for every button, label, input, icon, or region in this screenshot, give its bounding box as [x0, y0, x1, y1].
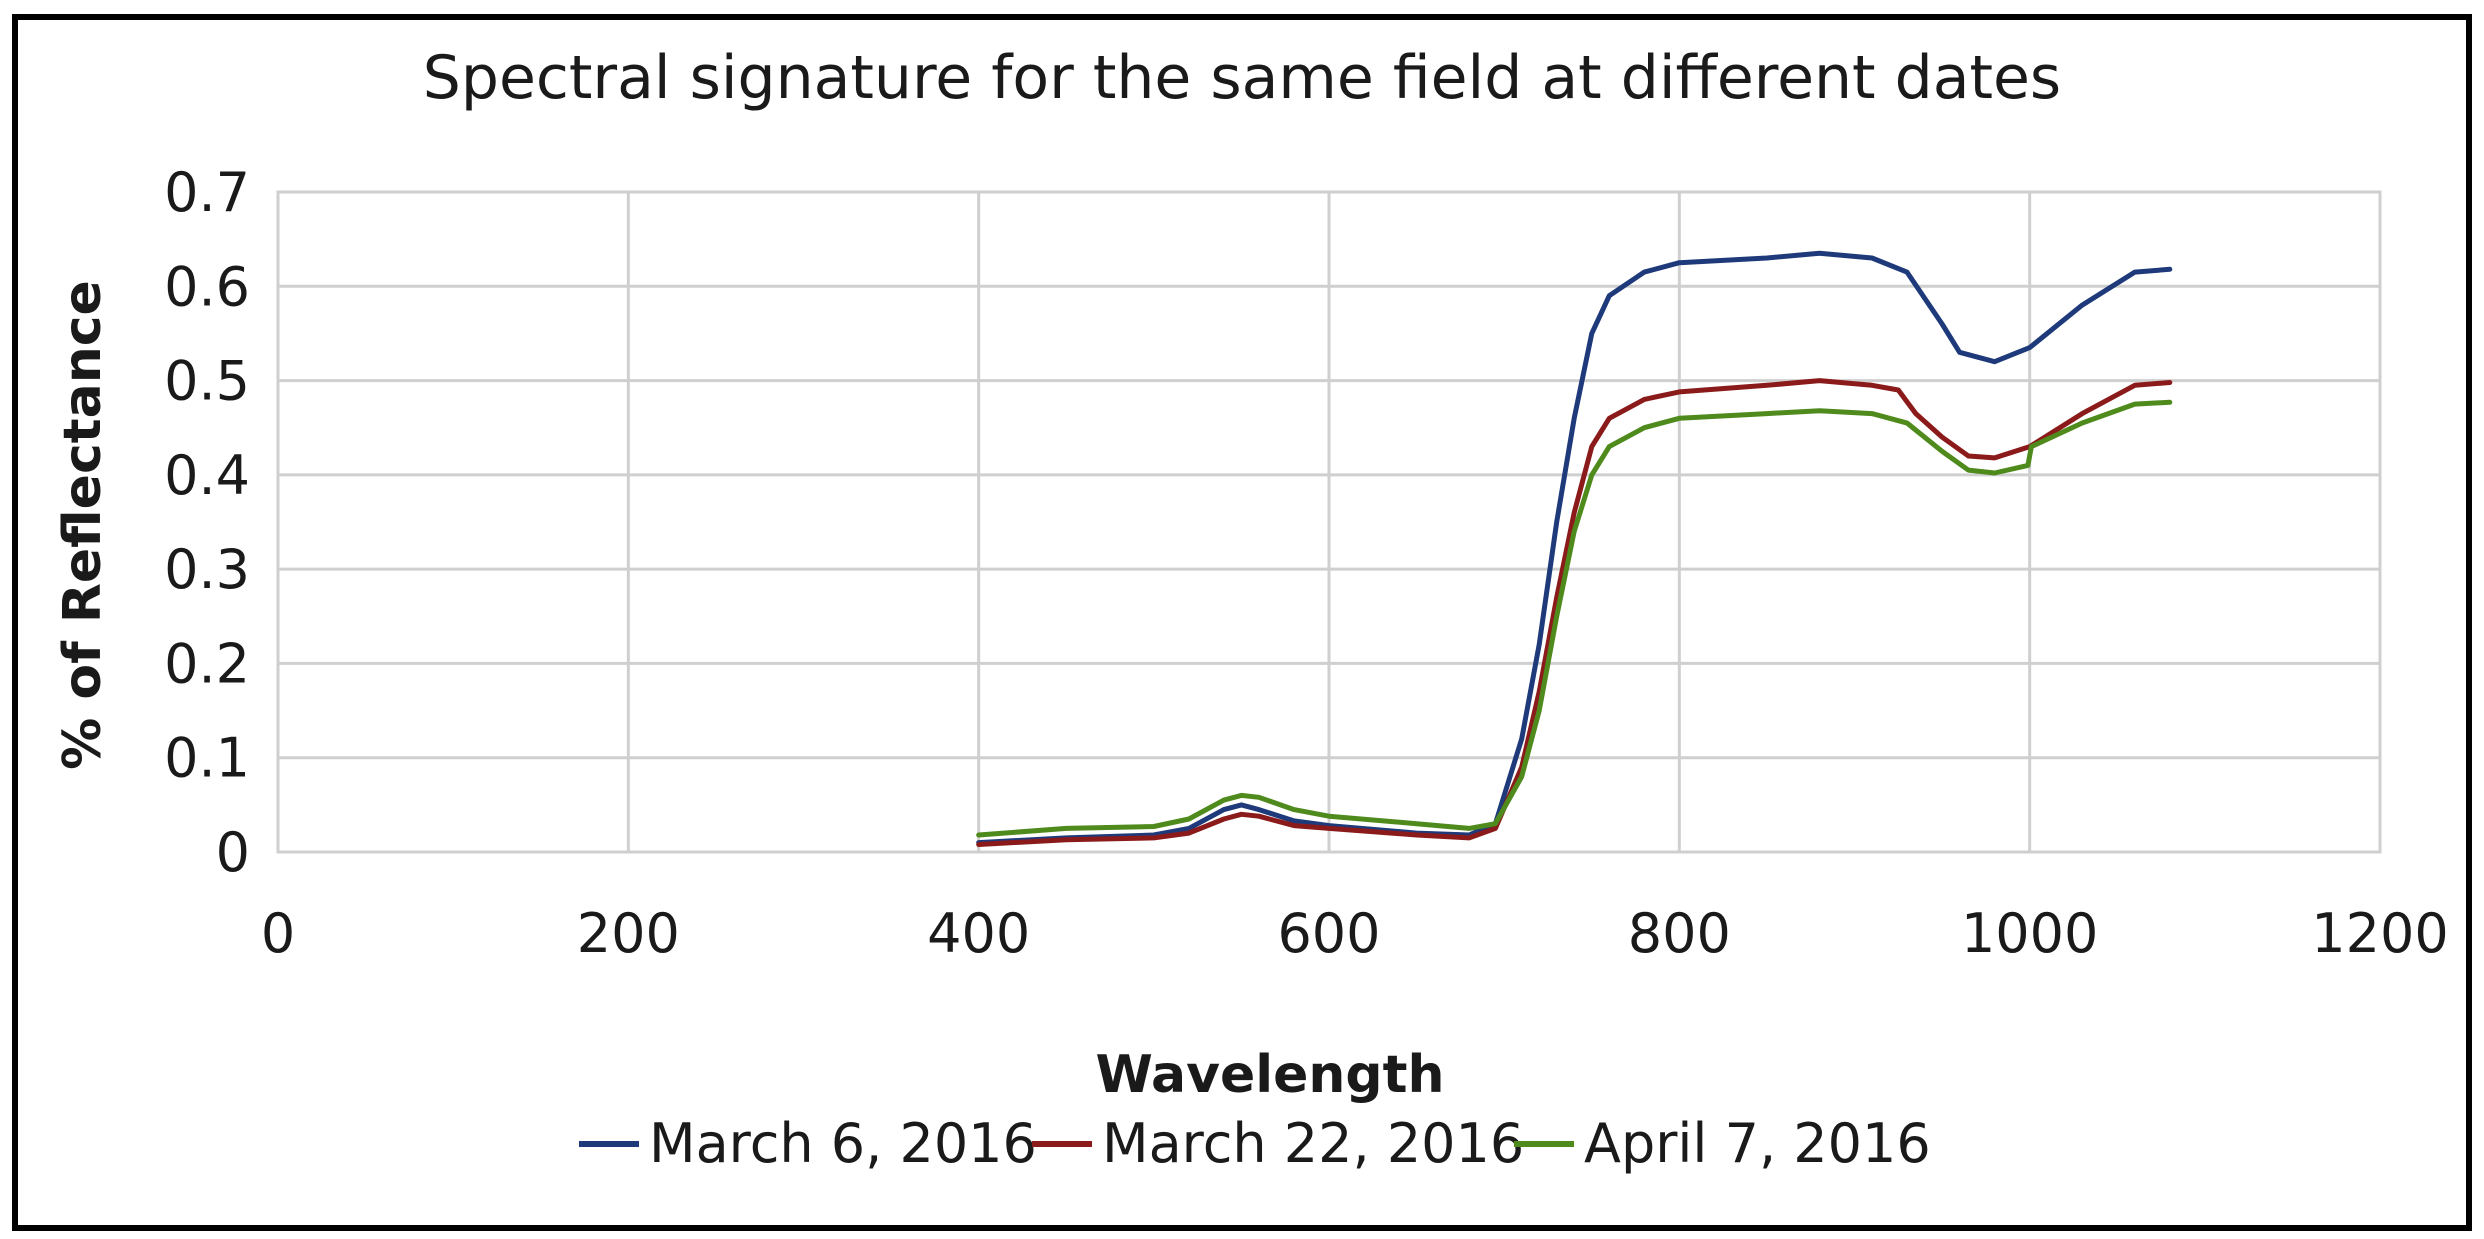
y-axis-label: % of Reflectance [53, 280, 113, 770]
legend-label-3: April 7, 2016 [1584, 1112, 1931, 1175]
y-tick-label: 0.1 [164, 727, 250, 790]
legend-label-1: March 6, 2016 [649, 1112, 1037, 1175]
grid [276, 190, 2382, 854]
tick-labels: 0 200 400 600 800 1000 1200 0 0.1 0.2 0.3 0.4 0.5 0.6… [164, 161, 2449, 965]
y-tick-label: 0 [216, 821, 250, 884]
series-line-3 [976, 399, 2173, 838]
x-tick-label: 200 [577, 902, 680, 965]
x-tick-label: 1200 [2311, 902, 2448, 965]
y-tick-label: 0.3 [164, 538, 250, 601]
y-tick-label: 0.4 [164, 444, 250, 507]
legend: March 6, 2016 March 22, 2016 April 7, 2016 [579, 1112, 1931, 1175]
x-tick-label: 600 [1277, 902, 1380, 965]
legend-label-2: March 22, 2016 [1102, 1112, 1524, 1175]
x-tick-label: 400 [927, 902, 1030, 965]
y-tick-label: 0.5 [164, 350, 250, 413]
x-axis-label: Wavelength [1096, 1045, 1445, 1105]
chart-title: Spectral signature for the same field at… [423, 43, 2061, 113]
chart-frame [12, 14, 2472, 1231]
series-line-2 [976, 378, 2173, 847]
x-tick-label: 800 [1628, 902, 1731, 965]
series-line-1 [976, 250, 2173, 846]
y-tick-label: 0.6 [164, 255, 250, 318]
series-lines [976, 250, 2173, 847]
x-tick-label: 1000 [1961, 902, 2098, 965]
y-tick-label: 0.7 [164, 161, 250, 224]
y-tick-label: 0.2 [164, 632, 250, 695]
x-tick-label: 0 [261, 902, 295, 965]
